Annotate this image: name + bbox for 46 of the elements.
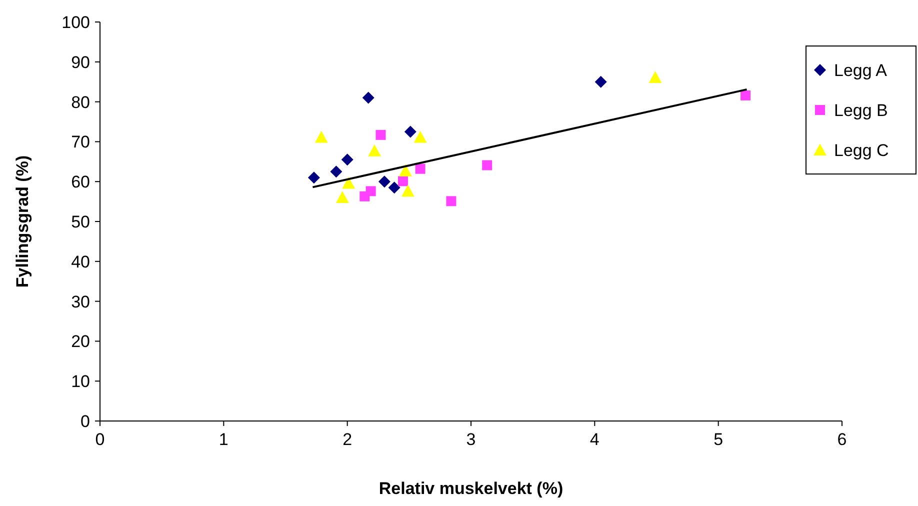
point: [482, 160, 492, 170]
y-tick-label: 60: [71, 172, 90, 192]
y-tick-label: 70: [71, 132, 90, 152]
point: [415, 164, 426, 174]
y-tick-label: 90: [71, 52, 90, 72]
x-tick-label: 2: [342, 430, 352, 449]
x-tick-label: 0: [95, 430, 105, 449]
x-tick-label: 1: [218, 430, 228, 449]
point: [414, 130, 427, 143]
y-axis-title: Fyllingsgrad (%): [13, 155, 32, 288]
point: [648, 70, 662, 83]
point: [376, 130, 386, 140]
y-tick-label: 50: [71, 212, 90, 232]
x-tick-label: 5: [714, 430, 724, 449]
point: [314, 130, 328, 143]
y-tick-label: 0: [80, 412, 90, 431]
point: [401, 184, 414, 197]
y-tick-label: 10: [71, 372, 90, 392]
x-tick-label: 4: [590, 430, 600, 449]
y-tick-label: 30: [71, 292, 90, 312]
x-axis-title: Relativ muskelvekt (%): [378, 479, 564, 498]
legend-label: Legg A: [834, 61, 888, 80]
point: [594, 76, 607, 88]
y-tick-label: 100: [62, 13, 90, 32]
point: [378, 176, 390, 188]
point: [336, 191, 349, 204]
legend-label: Legg B: [834, 101, 888, 120]
y-tick-label: 40: [71, 252, 90, 272]
point: [740, 90, 751, 100]
point: [330, 166, 342, 178]
point: [308, 172, 320, 184]
y-tick-label: 80: [71, 92, 90, 112]
legend-label: Legg C: [834, 141, 889, 160]
point: [398, 164, 412, 176]
point: [368, 144, 382, 156]
point: [446, 196, 456, 206]
point: [342, 176, 356, 189]
point: [398, 176, 408, 186]
point: [341, 154, 354, 166]
point: [388, 182, 400, 194]
point: [366, 186, 376, 196]
y-tick-label: 20: [71, 332, 90, 352]
point: [404, 126, 416, 138]
x-tick-label: 3: [466, 430, 476, 449]
x-tick-label: 6: [837, 430, 847, 449]
point: [362, 92, 374, 104]
